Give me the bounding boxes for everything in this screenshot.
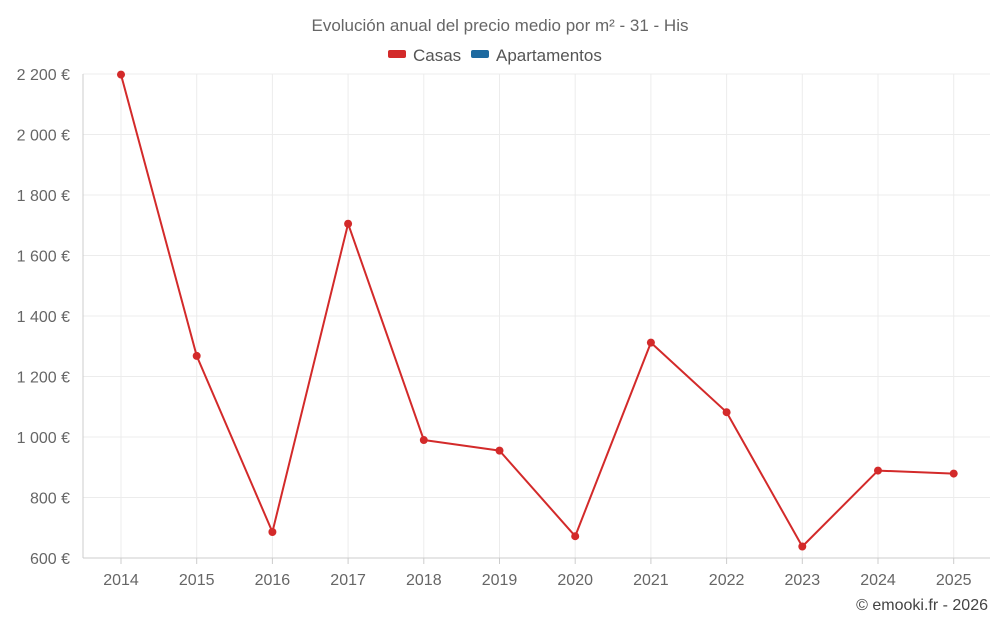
legend-label-casas: Casas xyxy=(413,46,461,65)
x-tick-label: 2016 xyxy=(255,572,291,589)
x-tick-label: 2017 xyxy=(330,572,366,589)
y-tick-label: 1 000 € xyxy=(17,430,70,447)
y-tick-label: 1 600 € xyxy=(17,249,70,266)
x-tick-label: 2014 xyxy=(103,572,139,589)
legend: Casas Apartamentos xyxy=(388,46,602,65)
data-point-casas-2016[interactable] xyxy=(268,527,277,536)
data-point-casas-2025[interactable] xyxy=(949,469,958,478)
x-tick-label: 2023 xyxy=(785,572,821,589)
data-point-casas-2020[interactable] xyxy=(571,532,580,541)
data-point-casas-2017[interactable] xyxy=(344,219,353,228)
grid xyxy=(83,73,990,558)
chart-title: Evolución anual del precio medio por m² … xyxy=(311,16,688,35)
y-tick-label: 2 200 € xyxy=(17,67,70,84)
x-tick-label: 2015 xyxy=(179,572,215,589)
series-casas xyxy=(117,70,958,551)
data-point-casas-2018[interactable] xyxy=(419,436,428,445)
x-tick-label: 2020 xyxy=(557,572,593,589)
x-tick-label: 2022 xyxy=(709,572,745,589)
x-tick-label: 2025 xyxy=(936,572,972,589)
data-point-casas-2014[interactable] xyxy=(117,70,125,79)
data-point-casas-2015[interactable] xyxy=(192,351,201,360)
x-tick-label: 2021 xyxy=(633,572,669,589)
y-tick-label: 1 800 € xyxy=(17,188,70,205)
legend-swatch-apartamentos xyxy=(471,50,489,58)
axes: 600 € 800 € 1 000 € 1 200 € 1 400 € 1 600 € 1 … xyxy=(17,67,990,589)
legend-label-apartamentos: Apartamentos xyxy=(496,46,602,65)
y-tick-label: 1 200 € xyxy=(17,370,70,387)
y-tick-label: 2 000 € xyxy=(17,128,70,145)
legend-item-apartamentos[interactable]: Apartamentos xyxy=(471,46,602,65)
x-tick-label: 2024 xyxy=(860,572,896,589)
credit-text: © emooki.fr - 2026 xyxy=(856,597,988,614)
data-point-casas-2021[interactable] xyxy=(646,338,655,347)
legend-item-casas[interactable]: Casas xyxy=(388,46,461,65)
x-tick-label: 2018 xyxy=(406,572,442,589)
data-point-casas-2023[interactable] xyxy=(798,542,807,551)
x-tick-label: 2019 xyxy=(482,572,518,589)
y-tick-label: 800 € xyxy=(30,491,70,508)
series-line-casas xyxy=(120,74,954,548)
data-point-casas-2022[interactable] xyxy=(722,408,731,417)
y-tick-label: 600 € xyxy=(30,551,70,568)
legend-swatch-casas xyxy=(388,50,406,58)
y-tick-label: 1 400 € xyxy=(17,309,70,326)
data-point-casas-2019[interactable] xyxy=(495,446,504,455)
data-point-casas-2024[interactable] xyxy=(874,466,882,475)
